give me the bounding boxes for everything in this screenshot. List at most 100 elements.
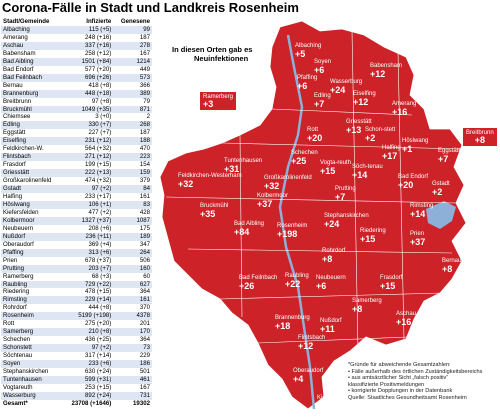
map-label: Riedering+15	[360, 228, 386, 244]
table-row: Tuntenhausen 599 (+31) 461	[1, 375, 152, 384]
cell-recovered: 99	[113, 26, 152, 34]
cell-recovered: 189	[113, 232, 152, 241]
map-label: Brannenburg+18	[275, 315, 310, 331]
map-label-name: Tuntenhausen	[224, 158, 262, 164]
map-label-count: +6	[316, 281, 326, 291]
footnote-line: *Gründe für abweichende Gesamtzahlen:	[348, 362, 451, 368]
map-label-count: +2	[432, 187, 442, 197]
map-label-name: Pfaffing	[297, 75, 317, 81]
cell-municipality: Vogtareuth	[1, 383, 63, 392]
map-label: Rott+20	[307, 127, 322, 143]
table-row: Soyen 233 (+6) 186	[1, 360, 152, 368]
cell-municipality: Amerang	[1, 33, 63, 42]
map-label-name: Brannenburg	[275, 315, 310, 321]
cell-municipality: Wasserburg	[1, 391, 63, 400]
map-label-name: Bad Endorf	[398, 174, 428, 180]
header-recovered: Genesene	[113, 17, 152, 26]
cell-infected: 233 (+6)	[62, 360, 114, 368]
cell-infected: 229 (+14)	[62, 296, 114, 305]
map-label: Frasdorf+15	[380, 275, 403, 291]
cell-municipality: Eiselfing	[1, 137, 63, 146]
table-row: Amerang 248 (+16) 187	[1, 33, 152, 42]
map-label: Oberaudorf+4	[293, 368, 324, 384]
cell-municipality: Rimsting	[1, 296, 63, 305]
cell-infected: 97 (+2)	[62, 344, 114, 353]
table-row: Chiemsee 3 (+0) 2	[1, 113, 152, 122]
cell-recovered: 1214	[113, 57, 152, 66]
cell-municipality: Prien	[1, 256, 63, 265]
map-label-name: Flintsbach	[298, 335, 325, 341]
cell-infected: 236 (+11)	[62, 232, 114, 241]
cell-municipality: Oberaudorf	[1, 240, 63, 249]
cell-recovered: 79	[113, 97, 152, 106]
cell-municipality: Riedering	[1, 288, 63, 297]
table-row: Kiefersfelden 477 (+2) 428	[1, 208, 152, 217]
map-label: Aschau+16	[396, 311, 416, 327]
map-label-name: Babensham	[370, 63, 402, 69]
cell-infected: 474 (+32)	[62, 177, 114, 186]
callout-count: +3	[203, 99, 214, 109]
map-label: Bad Endorf+20	[398, 174, 428, 190]
cell-municipality: Gstadt	[1, 185, 63, 194]
cell-recovered: 73	[113, 344, 152, 353]
map-label-name: Griesstätt	[346, 119, 372, 125]
footnote-line: Quelle: Staatliches Gesundheitsamt Rosen…	[348, 394, 467, 401]
map-label: Vogta-reuth+15	[320, 160, 351, 176]
cell-infected: 448 (+18)	[62, 89, 114, 98]
municipality-borders	[165, 30, 463, 352]
cell-total-recovered: 19302	[113, 399, 152, 408]
map-label-count: +15	[320, 166, 335, 176]
map-label-name: Edling	[314, 93, 331, 99]
cell-infected: 97 (+2)	[62, 185, 114, 194]
header-municipality: Stadt/Gemeinde	[1, 17, 63, 26]
map-label: Griesstätt+13	[346, 119, 372, 135]
map-label: Eggstätt+7	[438, 148, 460, 164]
map-label-name: Stephanskirchen	[324, 213, 369, 219]
table-row: Babensham 258 (+12) 167	[1, 49, 152, 58]
table-row: Ramerberg 68 (+3) 60	[1, 272, 152, 281]
table-row: Griesstätt 222 (+13) 159	[1, 169, 152, 178]
map-label-name: Höslwang	[402, 138, 428, 144]
cell-municipality: Breitbrunn	[1, 97, 63, 106]
map-label-count: +25	[291, 156, 306, 166]
cell-infected: 203 (+7)	[62, 264, 114, 273]
map-label: Prien+37	[410, 231, 425, 247]
callout-name: Breitbrunn	[466, 130, 494, 136]
map-label: Flintsbach+12	[298, 335, 325, 351]
cell-recovered: 461	[113, 375, 152, 384]
cell-recovered: 167	[113, 383, 152, 392]
map-label-count: +14	[410, 209, 425, 219]
table-row: Kolbermoor 1327 (+37) 1087	[1, 216, 152, 225]
cell-recovered: 389	[113, 89, 152, 98]
map-label-name: Eggstätt	[438, 148, 460, 154]
table-row: Bad Feilnbach 696 (+26) 573	[1, 73, 152, 82]
map-label-count: +17	[382, 151, 397, 161]
cases-table: Stadt/Gemeinde Infizierte Genesene Albac…	[1, 17, 152, 408]
table-row: Pfaffing 313 (+6) 264	[1, 248, 152, 257]
table-row: Frasdorf 199 (+15) 154	[1, 161, 152, 170]
notice-line-1: In diesen Orten gab es	[172, 45, 253, 54]
table-row: Samerberg 210 (+8) 170	[1, 328, 152, 337]
cell-infected: 231 (+12)	[62, 137, 114, 146]
cell-municipality: Flintsbach	[1, 153, 63, 162]
cell-infected: 630 (+24)	[62, 367, 114, 376]
table-row: Stephanskirchen 630 (+24) 501	[1, 367, 152, 376]
cell-recovered: 573	[113, 73, 152, 82]
cell-recovered: 449	[113, 65, 152, 74]
cell-total-infected: 23708 (+1646)	[62, 399, 114, 408]
footnote-line: • Fälle außerhalb des örtlichen Zuständi…	[348, 368, 483, 375]
cell-municipality: Prutting	[1, 264, 63, 273]
map-label-count: +24	[330, 85, 345, 95]
cell-infected: 5199 (+198)	[62, 312, 114, 321]
map-label: Bernau+8	[442, 258, 461, 274]
border-line	[257, 336, 409, 344]
map-label: Tuntenhausen+31	[224, 158, 262, 174]
map-label-name: Rott	[307, 127, 318, 133]
cell-infected: 369 (+4)	[62, 240, 114, 249]
map-label-count: +7	[438, 154, 448, 164]
table-row: Prutting 203 (+7) 160	[1, 264, 152, 273]
cell-municipality: Samerberg	[1, 328, 63, 337]
cell-recovered: 188	[113, 137, 152, 146]
map-label-name: Riedering	[360, 228, 386, 234]
table-row: Flintsbach 271 (+12) 223	[1, 153, 152, 162]
